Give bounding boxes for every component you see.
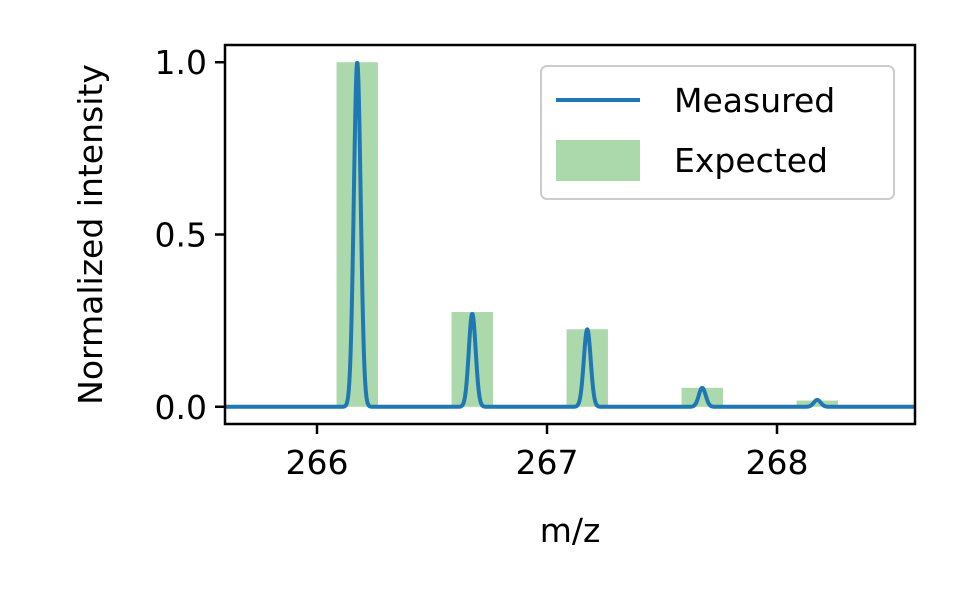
expected-bars xyxy=(336,62,838,407)
expected-bar-2 xyxy=(566,329,608,407)
measured-line-group xyxy=(223,60,917,409)
y-axis-label: Normalized intensity xyxy=(71,64,110,405)
legend-label-measured: Measured xyxy=(674,81,835,120)
y-tick-label-2: 1.0 xyxy=(155,43,207,82)
legend: Measured Expected xyxy=(540,65,895,200)
x-tick-label-0: 266 xyxy=(286,443,349,482)
expected-bar-0 xyxy=(336,62,378,407)
legend-label-expected: Expected xyxy=(674,141,828,180)
axis-ticks: 266 267 268 0.0 0.5 1.0 xyxy=(155,43,809,482)
expected-bar-4 xyxy=(796,400,838,407)
x-axis-label: m/z xyxy=(540,511,601,550)
legend-swatch-expected xyxy=(556,140,640,181)
expected-bar-3 xyxy=(681,387,723,407)
y-tick-label-1: 0.5 xyxy=(155,216,207,255)
x-tick-label-2: 268 xyxy=(746,443,809,482)
measured-line xyxy=(223,60,917,409)
y-tick-label-0: 0.0 xyxy=(155,388,207,427)
x-tick-label-1: 267 xyxy=(516,443,579,482)
